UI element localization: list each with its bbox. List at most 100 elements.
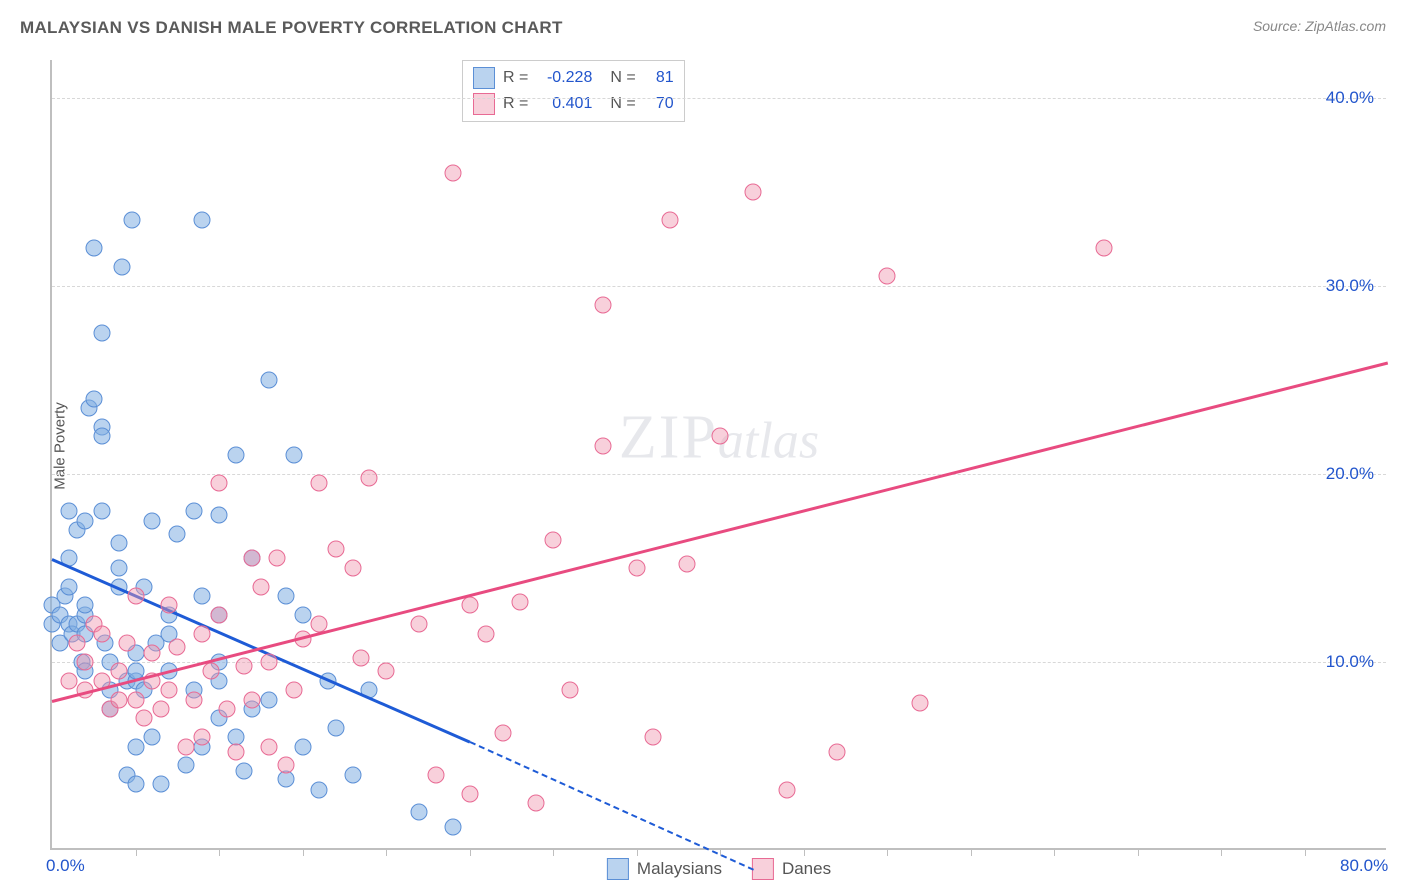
scatter-point xyxy=(144,512,161,529)
plot-area: ZIPatlas R = -0.228 N = 81 R = 0.401 N =… xyxy=(50,60,1386,850)
legend-swatch-icon xyxy=(607,858,629,880)
y-tick-label: 20.0% xyxy=(1326,464,1374,484)
scatter-point xyxy=(144,729,161,746)
x-tick-mark xyxy=(303,848,304,856)
chart-container: MALAYSIAN VS DANISH MALE POVERTY CORRELA… xyxy=(0,0,1406,892)
scatter-point xyxy=(69,635,86,652)
x-tick-label: 0.0% xyxy=(46,856,85,876)
scatter-point xyxy=(177,757,194,774)
scatter-point xyxy=(645,729,662,746)
gridline xyxy=(52,98,1386,99)
scatter-point xyxy=(745,183,762,200)
scatter-point xyxy=(110,663,127,680)
gridline xyxy=(52,474,1386,475)
x-tick-mark xyxy=(637,848,638,856)
scatter-point xyxy=(127,776,144,793)
scatter-point xyxy=(411,804,428,821)
scatter-point xyxy=(311,475,328,492)
scatter-point xyxy=(160,597,177,614)
scatter-point xyxy=(169,638,186,655)
source-attribution: Source: ZipAtlas.com xyxy=(1253,18,1386,34)
scatter-point xyxy=(294,738,311,755)
scatter-point xyxy=(77,597,94,614)
scatter-point xyxy=(261,738,278,755)
scatter-point xyxy=(361,469,378,486)
legend-swatch-icon xyxy=(752,858,774,880)
scatter-point xyxy=(152,700,169,717)
scatter-point xyxy=(545,531,562,548)
scatter-point xyxy=(219,700,236,717)
series-legend: Malaysians Danes xyxy=(607,858,831,880)
scatter-point xyxy=(85,240,102,257)
scatter-point xyxy=(478,625,495,642)
scatter-point xyxy=(461,597,478,614)
scatter-point xyxy=(294,606,311,623)
scatter-point xyxy=(344,559,361,576)
scatter-point xyxy=(286,447,303,464)
x-tick-mark xyxy=(386,848,387,856)
header: MALAYSIAN VS DANISH MALE POVERTY CORRELA… xyxy=(20,18,1386,46)
scatter-point xyxy=(561,682,578,699)
legend-swatch-danes xyxy=(473,93,495,115)
scatter-point xyxy=(114,258,131,275)
scatter-point xyxy=(912,695,929,712)
scatter-point xyxy=(352,650,369,667)
legend-row-malaysians: R = -0.228 N = 81 xyxy=(473,65,674,91)
scatter-point xyxy=(327,541,344,558)
scatter-point xyxy=(211,507,228,524)
scatter-point xyxy=(628,559,645,576)
scatter-point xyxy=(444,819,461,836)
scatter-point xyxy=(202,663,219,680)
scatter-point xyxy=(211,606,228,623)
scatter-point xyxy=(85,390,102,407)
y-tick-label: 10.0% xyxy=(1326,652,1374,672)
scatter-point xyxy=(127,738,144,755)
scatter-point xyxy=(444,164,461,181)
x-tick-label: 80.0% xyxy=(1340,856,1388,876)
scatter-point xyxy=(177,738,194,755)
scatter-point xyxy=(428,766,445,783)
scatter-point xyxy=(110,535,127,552)
x-tick-mark xyxy=(1138,848,1139,856)
scatter-point xyxy=(77,512,94,529)
x-tick-mark xyxy=(553,848,554,856)
scatter-point xyxy=(494,725,511,742)
scatter-point xyxy=(194,729,211,746)
x-tick-mark xyxy=(219,848,220,856)
scatter-point xyxy=(411,616,428,633)
y-tick-label: 30.0% xyxy=(1326,276,1374,296)
x-tick-mark xyxy=(971,848,972,856)
scatter-point xyxy=(124,211,141,228)
trend-line xyxy=(52,361,1389,702)
scatter-point xyxy=(227,744,244,761)
scatter-point xyxy=(261,371,278,388)
scatter-point xyxy=(1096,240,1113,257)
scatter-point xyxy=(378,663,395,680)
scatter-point xyxy=(194,211,211,228)
scatter-point xyxy=(311,781,328,798)
scatter-point xyxy=(252,578,269,595)
scatter-point xyxy=(511,593,528,610)
trend-line xyxy=(469,741,754,871)
scatter-point xyxy=(595,296,612,313)
scatter-point xyxy=(227,447,244,464)
scatter-point xyxy=(185,503,202,520)
scatter-point xyxy=(236,657,253,674)
scatter-point xyxy=(152,776,169,793)
scatter-point xyxy=(211,475,228,492)
scatter-point xyxy=(236,763,253,780)
scatter-point xyxy=(135,710,152,727)
x-tick-mark xyxy=(136,848,137,856)
scatter-point xyxy=(327,719,344,736)
x-tick-mark xyxy=(1221,848,1222,856)
scatter-point xyxy=(528,794,545,811)
chart-title: MALAYSIAN VS DANISH MALE POVERTY CORRELA… xyxy=(20,18,563,37)
scatter-point xyxy=(160,682,177,699)
scatter-point xyxy=(169,526,186,543)
scatter-point xyxy=(94,324,111,341)
scatter-point xyxy=(778,781,795,798)
x-tick-mark xyxy=(470,848,471,856)
x-tick-mark xyxy=(804,848,805,856)
scatter-point xyxy=(828,744,845,761)
legend-swatch-malaysians xyxy=(473,67,495,89)
